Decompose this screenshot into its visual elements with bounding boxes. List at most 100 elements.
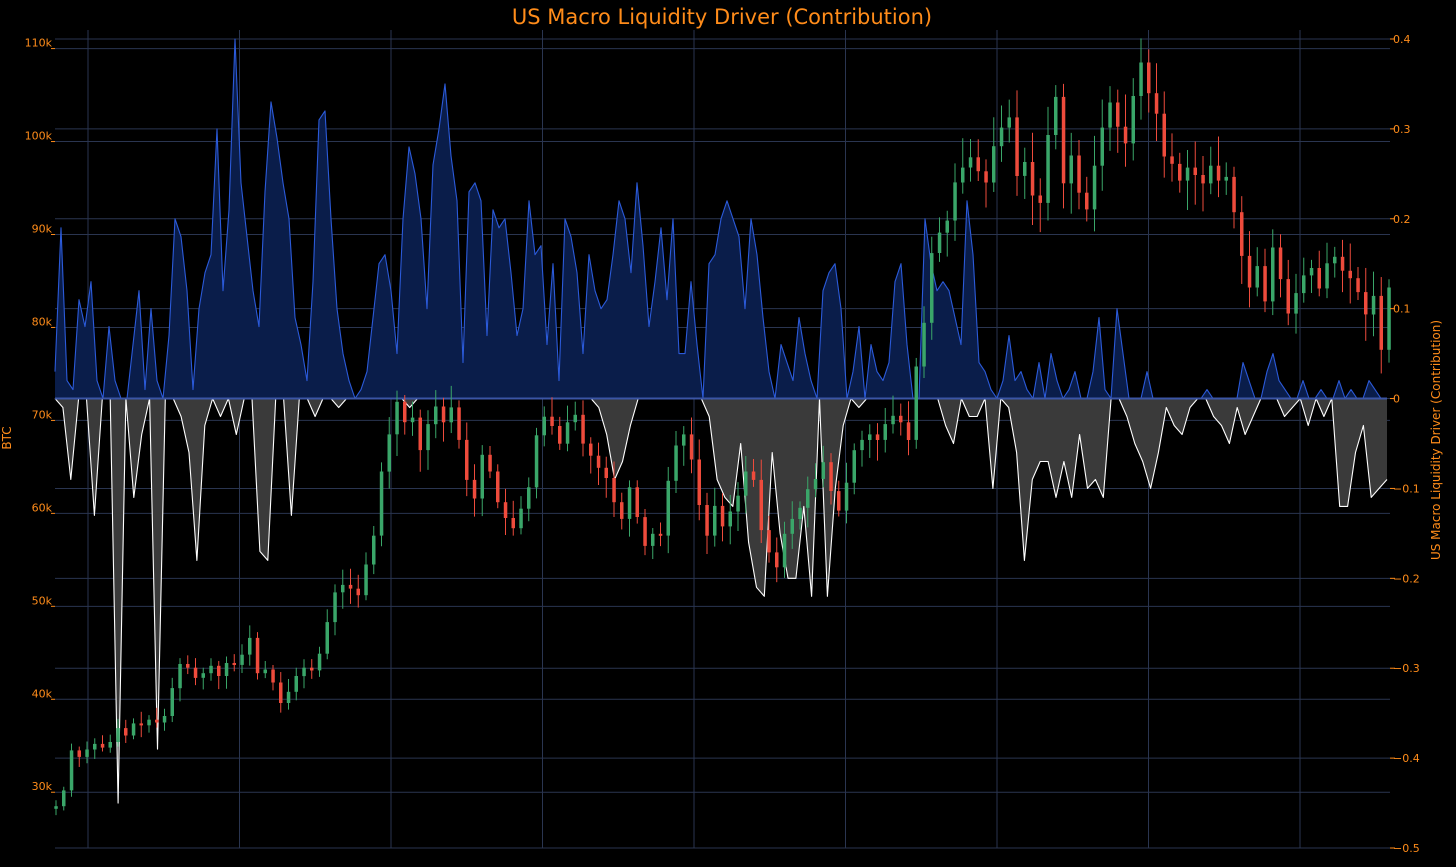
candle-up-body xyxy=(728,511,732,527)
liquidity-area-series xyxy=(54,38,1388,804)
candle-up-body xyxy=(69,750,74,791)
left-tick-label: 50k xyxy=(32,594,53,607)
candle-down-body xyxy=(899,415,903,423)
candle-up-body xyxy=(527,487,531,509)
candle-up-body xyxy=(945,220,949,233)
candle-up-body xyxy=(54,806,58,809)
candle-down-body xyxy=(488,454,492,472)
candle-up-body xyxy=(992,146,996,183)
candle-up-body xyxy=(744,471,748,496)
candle-up-body xyxy=(542,416,546,436)
candle-down-body xyxy=(496,471,500,503)
candle-up-body xyxy=(1023,162,1027,176)
candle-down-body xyxy=(612,478,616,503)
candle-down-body xyxy=(775,552,779,568)
candle-down-body xyxy=(596,455,601,468)
candle-up-body xyxy=(1294,293,1298,314)
candle-down-body xyxy=(1356,278,1360,293)
candle-down-body xyxy=(310,667,314,671)
candle-down-body xyxy=(620,502,624,519)
candle-up-body xyxy=(480,454,484,499)
liquidity-negative-fill xyxy=(55,398,1387,804)
candle-down-body xyxy=(658,533,663,536)
candle-up-body xyxy=(1046,135,1050,203)
candle-up-body xyxy=(1302,275,1306,294)
candle-up-body xyxy=(426,424,430,451)
candle-down-body xyxy=(767,530,771,553)
left-tick-label: 90k xyxy=(32,223,53,236)
left-tick-label: 100k xyxy=(25,130,53,143)
candle-up-body xyxy=(961,167,965,183)
right-tick-label: 0.4 xyxy=(1393,33,1411,46)
right-tick-label: 0.2 xyxy=(1393,213,1411,226)
right-tick-label: 0.1 xyxy=(1393,303,1411,316)
candle-up-body xyxy=(147,719,151,726)
left-tick-label: 80k xyxy=(32,315,53,328)
candle-up-body xyxy=(263,669,267,674)
candle-up-body xyxy=(1007,117,1011,128)
candle-up-body xyxy=(1387,287,1391,350)
candle-up-body xyxy=(860,439,864,451)
candle-up-body xyxy=(364,564,368,596)
candle-down-body xyxy=(100,743,105,748)
candle-up-body xyxy=(891,415,895,425)
candle-down-body xyxy=(1232,176,1236,213)
candle-up-body xyxy=(666,480,670,536)
candle-down-body xyxy=(751,471,756,480)
candle-up-body xyxy=(248,637,252,655)
btc-candlestick-series xyxy=(54,38,1391,816)
candle-down-body xyxy=(279,682,283,703)
candle-down-body xyxy=(1379,295,1383,350)
candle-up-body xyxy=(1069,155,1073,184)
candle-down-body xyxy=(550,416,554,426)
candle-down-body xyxy=(418,417,422,451)
candle-up-body xyxy=(1271,247,1275,302)
candle-down-body xyxy=(1123,126,1128,144)
candle-up-body xyxy=(372,535,376,565)
candle-down-body xyxy=(1038,195,1042,203)
left-tick-label: 30k xyxy=(32,780,53,793)
candle-up-body xyxy=(294,676,298,692)
candle-down-body xyxy=(689,434,694,460)
candle-up-body xyxy=(116,728,120,742)
candle-up-body xyxy=(937,232,942,253)
candle-down-body xyxy=(643,517,647,546)
candle-up-body xyxy=(806,489,810,508)
candle-down-body xyxy=(124,728,128,736)
candle-up-body xyxy=(953,182,957,221)
candle-down-body xyxy=(441,406,446,423)
candle-up-body xyxy=(790,518,794,534)
candle-down-body xyxy=(217,665,221,676)
candle-down-body xyxy=(271,669,275,683)
candle-down-body xyxy=(77,750,81,757)
candle-up-body xyxy=(914,366,918,440)
candle-up-body xyxy=(1185,167,1190,181)
candle-down-body xyxy=(1201,175,1205,184)
candle-down-body xyxy=(472,479,477,499)
candle-up-body xyxy=(1054,96,1058,135)
candle-up-body xyxy=(395,401,399,435)
candle-down-body xyxy=(1278,247,1283,280)
candle-up-body xyxy=(302,667,306,677)
candle-up-body xyxy=(1325,263,1329,289)
candle-up-body xyxy=(1333,256,1337,264)
candle-up-body xyxy=(108,742,112,748)
candle-up-body xyxy=(821,462,825,479)
candle-down-body xyxy=(356,588,360,596)
candle-down-body xyxy=(604,467,608,478)
candle-up-body xyxy=(178,664,182,689)
candle-down-body xyxy=(1340,256,1345,271)
candle-down-body xyxy=(1170,156,1174,164)
candle-up-body xyxy=(1309,268,1314,276)
candle-up-body xyxy=(852,450,856,483)
chart-title: US Macro Liquidity Driver (Contribution) xyxy=(512,5,932,29)
candle-down-body xyxy=(1030,162,1035,196)
liquidity-positive-fill xyxy=(55,39,1387,399)
candle-down-body xyxy=(1364,292,1368,315)
candle-up-body xyxy=(162,716,167,723)
left-tick-label: 40k xyxy=(32,687,53,700)
candle-up-body xyxy=(240,654,244,665)
candle-up-body xyxy=(573,414,577,423)
right-tick-label: −0.2 xyxy=(1393,572,1420,585)
